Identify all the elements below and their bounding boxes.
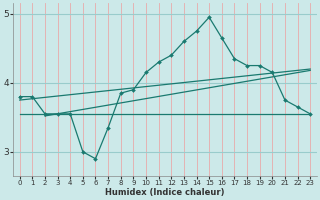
X-axis label: Humidex (Indice chaleur): Humidex (Indice chaleur) [105,188,225,197]
